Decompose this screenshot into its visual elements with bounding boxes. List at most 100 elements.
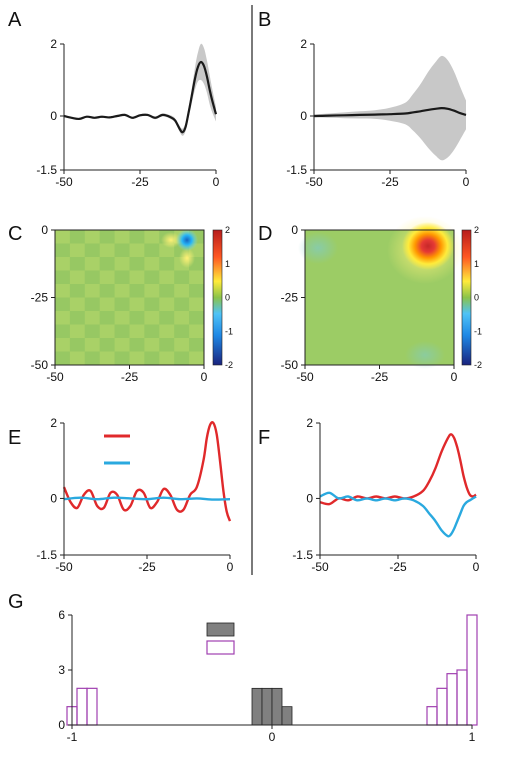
colorbar-tick-label: -2	[225, 360, 233, 370]
panel-f-series-blue	[319, 491, 477, 538]
heatmap-cell	[144, 270, 160, 284]
legend-first-second-swatch	[206, 640, 235, 655]
y-tick-label: 2	[306, 416, 313, 430]
heatmap-cell	[69, 311, 85, 325]
heatmap-cell	[84, 351, 100, 365]
heatmap-cell	[159, 257, 175, 271]
x-tick-label: 0	[213, 175, 220, 189]
heatmap-cell	[99, 243, 115, 257]
heatmap-cell	[159, 324, 175, 338]
panel-d-axes: -50 -25 0 0 -25 -50	[281, 223, 458, 384]
x-tick-label: -50	[296, 370, 314, 384]
heatmap-cell	[189, 270, 204, 284]
panel-c-blue-spot	[176, 229, 198, 251]
panel-g-bars	[66, 614, 478, 726]
x-tick-label: -25	[121, 370, 139, 384]
panel-c-colorbar	[212, 229, 223, 366]
heatmap-cell	[189, 351, 204, 365]
heatmap-cell	[69, 257, 85, 271]
heatmap-cell	[174, 284, 190, 298]
heatmap-cell	[144, 257, 160, 271]
heatmap-cell	[159, 297, 175, 311]
panel-b-band	[314, 55, 466, 161]
histogram-bar	[251, 687, 263, 726]
heatmap-cell	[189, 338, 204, 352]
heatmap-cell	[114, 257, 130, 271]
heatmap-cell	[129, 270, 145, 284]
y-tick-label: -25	[281, 291, 299, 305]
panel-a: -50 -25 0 -1.5 0 2	[36, 37, 219, 189]
heatmap-cell	[159, 338, 175, 352]
panel-e-series-e-filter	[62, 421, 232, 522]
heatmap-cell	[69, 338, 85, 352]
heatmap-cell	[84, 311, 100, 325]
heatmap-cell	[99, 270, 115, 284]
heatmap-cell	[114, 230, 130, 244]
panel-a-axes: -50 -25 0 -1.5 0 2	[36, 37, 219, 189]
y-tick-label: 0	[58, 718, 65, 732]
x-tick-label: 0	[227, 560, 234, 574]
heatmap-cell	[84, 338, 100, 352]
panel-d-colorbar-ticks: 2 1 0 -1 -2	[474, 225, 482, 370]
heatmap-cell	[114, 243, 130, 257]
heatmap-cell	[144, 297, 160, 311]
colorbar-tick-label: 1	[474, 259, 479, 269]
x-tick-label: 0	[463, 175, 470, 189]
y-tick-label: 2	[300, 37, 307, 51]
heatmap-cell	[144, 324, 160, 338]
heatmap-cell	[99, 338, 115, 352]
colorbar-tick-label: 0	[474, 293, 479, 303]
y-tick-label: -1.5	[36, 548, 57, 562]
heatmap-cell	[99, 284, 115, 298]
x-tick-label: -50	[55, 560, 73, 574]
heatmap-cell	[129, 297, 145, 311]
x-tick-label: -25	[381, 175, 399, 189]
panel-b: -50 -25 0 -1.5 0 2	[286, 37, 469, 189]
y-tick-label: -1.5	[286, 163, 307, 177]
heatmap-cell	[99, 311, 115, 325]
heatmap-cell	[99, 351, 115, 365]
x-tick-label: 0	[201, 370, 208, 384]
x-tick-label: 0	[473, 560, 480, 574]
panel-e-axes: -50 -25 0 -1.5 0 2	[36, 416, 233, 574]
y-tick-label: -1.5	[292, 548, 313, 562]
heatmap-cell	[69, 324, 85, 338]
panel-e-series-i-filter	[63, 496, 231, 501]
heatmap-cell	[69, 351, 85, 365]
y-tick-label: 0	[300, 109, 307, 123]
panel-letter-a: A	[8, 9, 22, 31]
heatmap-cell	[189, 297, 204, 311]
histogram-bar	[281, 706, 293, 726]
panel-letter-g: G	[8, 591, 24, 613]
y-tick-label: 0	[41, 223, 48, 237]
heatmap-cell	[174, 270, 190, 284]
heatmap-cell	[114, 284, 130, 298]
y-tick-label: -50	[281, 358, 299, 372]
heatmap-cell	[114, 324, 130, 338]
heatmap-cell	[84, 297, 100, 311]
heatmap-cell	[84, 324, 100, 338]
heatmap-cell	[84, 284, 100, 298]
heatmap-cell	[129, 243, 145, 257]
histogram-bar	[446, 673, 458, 726]
legend-second-order-swatch	[206, 622, 235, 637]
heatmap-cell	[144, 351, 160, 365]
panel-c-yellow-spot-1	[161, 232, 181, 248]
y-tick-label: -50	[31, 358, 49, 372]
x-tick-label: -50	[55, 175, 73, 189]
panel-g-legend	[206, 622, 235, 655]
heatmap-cell	[114, 338, 130, 352]
heatmap-cell	[144, 284, 160, 298]
heatmap-cell	[174, 297, 190, 311]
heatmap-cell	[99, 324, 115, 338]
colorbar-tick-label: -2	[474, 360, 482, 370]
heatmap-cell	[159, 270, 175, 284]
x-tick-label: -25	[371, 370, 389, 384]
heatmap-cell	[174, 351, 190, 365]
histogram-bar	[456, 669, 468, 726]
heatmap-cell	[159, 311, 175, 325]
heatmap-cell	[129, 257, 145, 271]
panel-b-series	[313, 106, 467, 118]
colorbar-tick-label: 2	[474, 225, 479, 235]
